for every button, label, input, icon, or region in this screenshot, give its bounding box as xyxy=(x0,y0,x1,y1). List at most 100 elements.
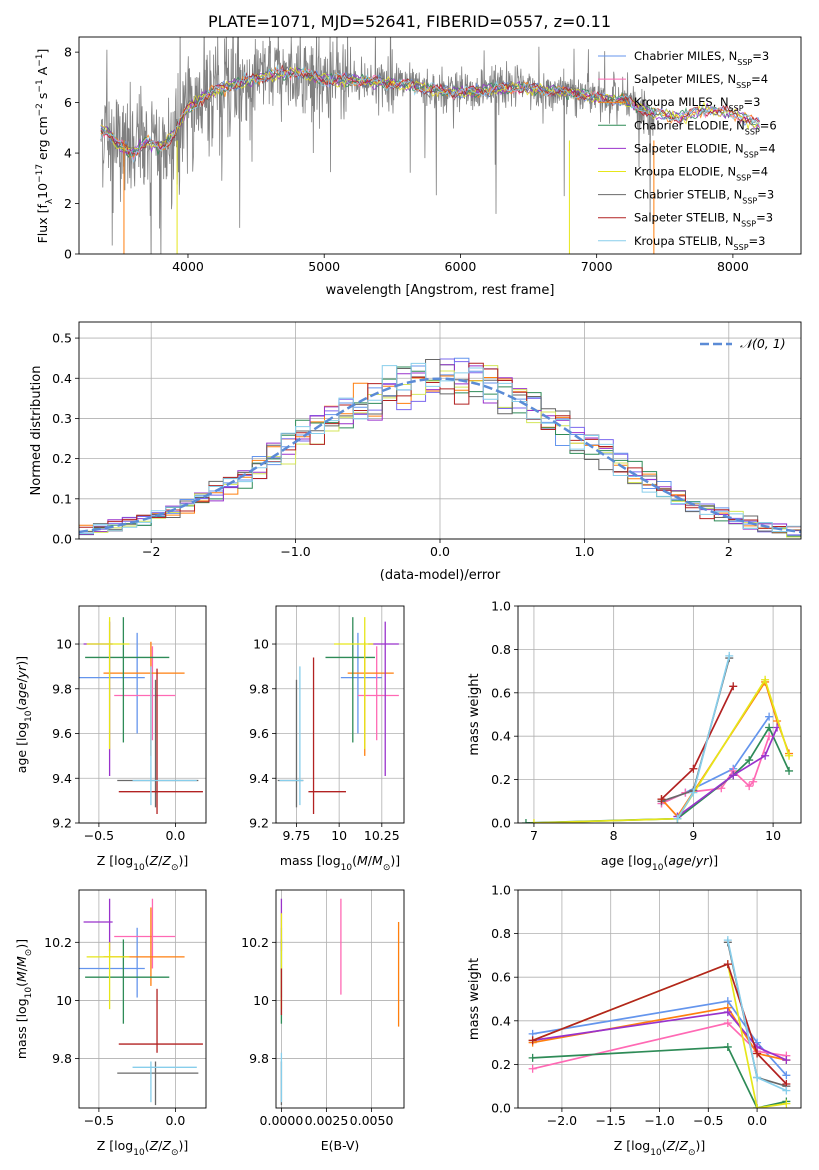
weight-marker xyxy=(528,1064,537,1073)
y-tick-label: 10.2 xyxy=(44,935,72,950)
axes-frame xyxy=(275,605,405,824)
weight-marker xyxy=(689,788,698,797)
y-tick-label: 0.3 xyxy=(52,411,72,426)
weight-marker xyxy=(657,795,666,804)
errorbar-point xyxy=(114,646,176,741)
x-tick-label: −1.0 xyxy=(644,1113,674,1128)
errorbar-point xyxy=(86,617,130,750)
legend-entry: Chabrier STELIB, NSSP=3 xyxy=(634,188,774,206)
x-tick-label: 4000 xyxy=(172,259,204,274)
weight-marker xyxy=(782,1099,791,1108)
x-tick-label: −1.5 xyxy=(596,1113,626,1128)
axes-frame xyxy=(275,889,405,1109)
weight-vs-age-plot-area xyxy=(521,651,794,823)
x-tick-label: −2.0 xyxy=(547,1113,577,1128)
weight-series-line xyxy=(532,1046,787,1108)
age-vs-mass-panel: 9.75 10 10.25 9.2 9.4 9.6 9.8 10 mass [log10(M/M… xyxy=(249,605,405,873)
weight-marker xyxy=(785,751,794,760)
x-tick-label: 7 xyxy=(530,828,538,843)
errorbar-point xyxy=(86,942,130,1010)
y-tick-label: 10 xyxy=(253,993,269,1008)
histogram-step-line xyxy=(79,359,801,534)
x-tick-label: 0.0 xyxy=(165,1113,185,1128)
model-spectrum-line xyxy=(100,64,760,163)
axes-frame xyxy=(517,889,802,1109)
spectrum-plot-area xyxy=(100,37,760,254)
residuals-plot-area xyxy=(79,357,801,538)
age-vs-mass-plot-area xyxy=(277,617,399,815)
x-tick-label: 10 xyxy=(331,828,347,843)
errorbar-point xyxy=(117,679,199,808)
y-tick-label: 0.2 xyxy=(52,451,72,466)
axes-frame xyxy=(78,36,802,255)
errorbar-point xyxy=(79,927,145,998)
weight-marker xyxy=(745,756,754,765)
y-tick-label: 10 xyxy=(56,993,72,1008)
y-tick-label: 0.1 xyxy=(52,491,72,506)
weight-marker xyxy=(761,751,770,760)
errorbar-point xyxy=(103,907,185,986)
y-tick-label: 9.8 xyxy=(52,681,72,696)
x-tick-label: 9 xyxy=(689,828,697,843)
model-spectrum-line xyxy=(100,67,760,159)
x-tick-label: 1.0 xyxy=(574,544,594,559)
x-axis-label: wavelength [Angstrom, rest frame] xyxy=(326,283,555,298)
x-tick-label: 10 xyxy=(765,828,781,843)
legend-entry: Kroupa ELODIE, NSSP=4 xyxy=(634,165,768,183)
legend: Chabrier MILES, NSSP=3 Salpeter MILES, NS… xyxy=(598,49,777,251)
y-tick-label: 0.2 xyxy=(491,772,511,787)
x-tick-label: 0.0 xyxy=(165,828,185,843)
weight-marker xyxy=(689,764,698,773)
weight-vs-Z-plot-area xyxy=(528,936,791,1108)
legend-entry: Chabrier ELODIE, NSSP=6 xyxy=(634,118,777,136)
y-tick-label: 0.4 xyxy=(491,1013,511,1028)
age-vs-Z-plot-area xyxy=(79,617,203,815)
errorbar-point xyxy=(308,657,346,815)
weight-marker xyxy=(765,723,774,732)
axes-frame xyxy=(78,321,802,540)
y-tick-label: 8 xyxy=(64,45,72,60)
legend-entry: Salpeter STELIB, NSSP=3 xyxy=(634,211,773,229)
weight-series-line xyxy=(532,1000,788,1076)
y-tick-label: 9.8 xyxy=(52,1051,72,1066)
errorbar-point xyxy=(85,617,170,743)
weight-marker xyxy=(749,777,758,786)
weight-marker xyxy=(765,712,774,721)
y-tick-label: 10.2 xyxy=(241,935,269,950)
weight-marker xyxy=(723,1008,732,1017)
weight-marker xyxy=(782,1071,791,1080)
x-tick-label: −1.0 xyxy=(280,544,310,559)
y-tick-label: 0.8 xyxy=(491,642,511,657)
x-axis-label: mass [log10(M/M⊙)] xyxy=(280,853,400,873)
y-tick-label: 0.6 xyxy=(491,685,511,700)
weight-series-line xyxy=(533,677,790,823)
errorbar-point xyxy=(347,641,394,756)
y-axis-label: mass [log10(M/M⊙)] xyxy=(14,939,34,1059)
weight-marker xyxy=(753,1049,762,1058)
y-tick-label: 0.4 xyxy=(52,371,72,386)
x-axis-label: (data-model)/error xyxy=(380,568,501,583)
legend-entry: Salpeter MILES, NSSP=4 xyxy=(634,72,768,90)
x-tick-label: 0.0050 xyxy=(350,1113,394,1128)
x-tick-label: 0.0 xyxy=(430,544,450,559)
x-tick-label: 5000 xyxy=(308,259,340,274)
weight-series-line xyxy=(676,727,778,818)
y-tick-label: 9.8 xyxy=(249,681,269,696)
errorbar-point xyxy=(118,988,203,1053)
x-axis-label: E(B-V) xyxy=(321,1138,360,1153)
x-tick-label: 9.75 xyxy=(283,828,311,843)
y-tick-label: 1.0 xyxy=(491,599,511,614)
y-tick-label: 9.4 xyxy=(52,771,72,786)
weight-marker xyxy=(528,1036,537,1045)
weight-marker xyxy=(729,771,738,780)
y-tick-label: 10 xyxy=(56,637,72,652)
weight-series-line xyxy=(532,1011,787,1061)
y-tick-label: 9.8 xyxy=(249,1051,269,1066)
errorbar-point xyxy=(340,632,382,734)
weight-marker xyxy=(723,960,732,969)
weight-marker xyxy=(753,1104,762,1108)
x-tick-label: 2 xyxy=(725,544,733,559)
y-axis-label: Normed distribution xyxy=(29,366,44,496)
y-axis-label: Flux [fλ10−17 erg cm−2 s−1 A−1] xyxy=(35,49,55,244)
mass-vs-ebv-plot-area xyxy=(280,898,400,1106)
